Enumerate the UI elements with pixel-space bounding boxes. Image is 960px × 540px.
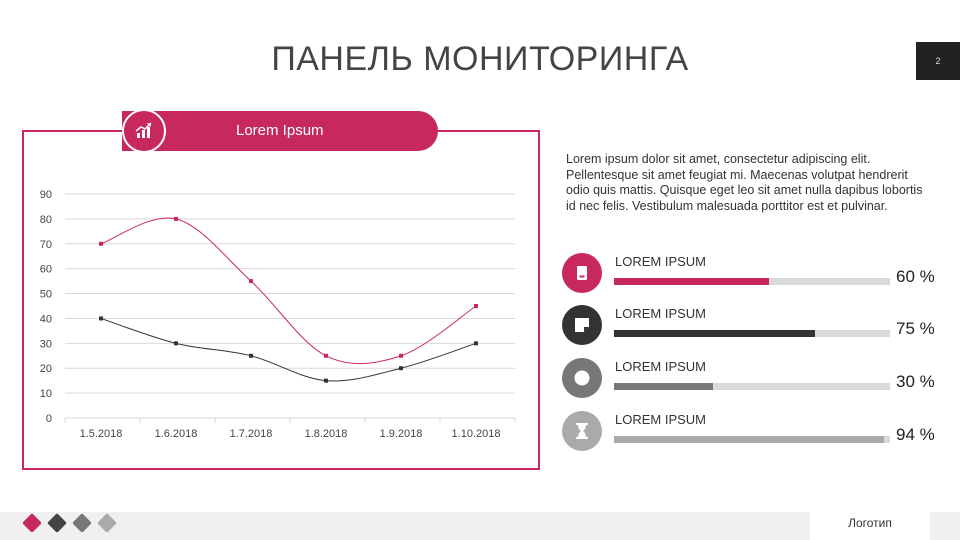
progress-bar	[614, 436, 890, 443]
progress-fill	[614, 436, 885, 443]
chart-frame	[22, 130, 540, 470]
stat-value: 60 %	[896, 267, 935, 286]
stat-row: LOREM IPSUM 75 %	[0, 0, 960, 345]
circle-icon	[562, 358, 602, 398]
stat-row: LOREM IPSUM 94 %	[0, 0, 960, 451]
logo-box	[810, 512, 930, 540]
stat-row: LOREM IPSUM 30 %	[0, 0, 960, 398]
progress-bar	[614, 278, 890, 285]
stat-label: LOREM IPSUM	[615, 254, 707, 269]
chart-header-label: Lorem Ipsum	[236, 122, 324, 139]
progress-fill	[614, 383, 714, 390]
chart-header	[122, 111, 438, 151]
stat-value: 75 %	[896, 319, 935, 338]
page-number: 2	[916, 42, 960, 80]
progress-fill	[614, 330, 816, 337]
stat-label: LOREM IPSUM	[615, 412, 707, 427]
progress-fill	[614, 278, 769, 285]
page-title: ПАНЕЛЬ МОНИТОРИНГА	[271, 40, 689, 78]
stat-row: LOREM IPSUM 60 %	[0, 0, 960, 293]
progress-bar	[614, 330, 890, 337]
logo-text: Логотип	[848, 516, 892, 530]
progress-bar	[614, 383, 890, 390]
stat-label: LOREM IPSUM	[615, 359, 707, 374]
stat-value: 30 %	[896, 372, 935, 391]
footer-bar	[0, 512, 960, 540]
note-icon	[562, 305, 602, 345]
description-text: Lorem ipsum dolor sit amet, consectetur …	[566, 152, 923, 213]
stat-value: 94 %	[896, 425, 935, 444]
stat-label: LOREM IPSUM	[615, 306, 707, 321]
hourglass-icon	[562, 411, 602, 451]
tablet-icon	[562, 253, 602, 293]
growth-chart-icon	[122, 109, 166, 153]
